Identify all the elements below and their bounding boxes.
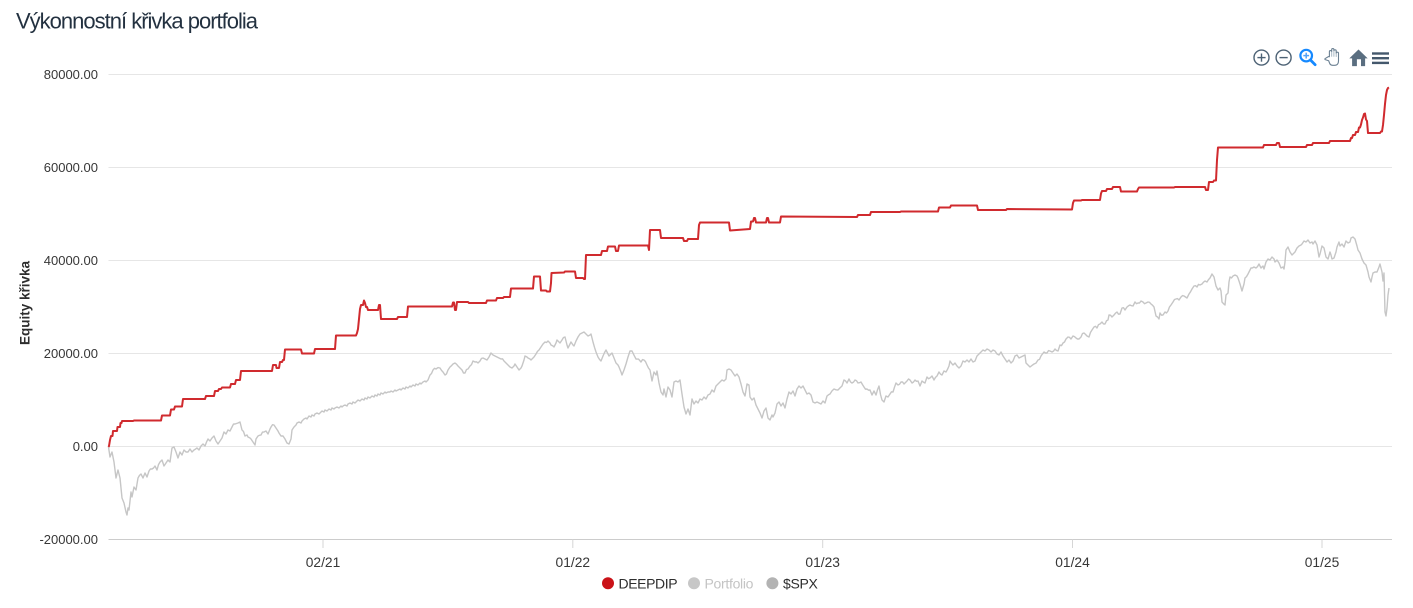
svg-text:-20000.00: -20000.00: [39, 532, 98, 547]
svg-text:01/24: 01/24: [1055, 555, 1090, 570]
svg-text:60000.00: 60000.00: [44, 160, 98, 175]
svg-text:01/25: 01/25: [1305, 555, 1340, 570]
svg-text:02/21: 02/21: [306, 555, 341, 570]
svg-text:20000.00: 20000.00: [44, 346, 98, 361]
svg-text:01/22: 01/22: [556, 555, 591, 570]
svg-text:$SPX: $SPX: [783, 575, 819, 591]
svg-text:Equity křivka: Equity křivka: [18, 260, 33, 345]
svg-text:01/23: 01/23: [805, 555, 840, 570]
svg-text:Portfolio: Portfolio: [705, 575, 754, 591]
svg-text:Výkonnostní křivka portfolia: Výkonnostní křivka portfolia: [16, 9, 259, 34]
svg-text:DEEPDIP: DEEPDIP: [619, 575, 678, 591]
svg-text:0.00: 0.00: [73, 439, 98, 454]
svg-text:40000.00: 40000.00: [44, 253, 98, 268]
svg-text:80000.00: 80000.00: [44, 67, 98, 82]
